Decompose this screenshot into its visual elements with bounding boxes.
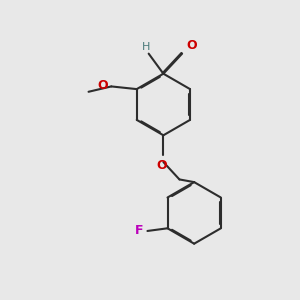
Text: F: F [135,224,143,238]
Text: O: O [186,39,197,52]
Text: O: O [98,79,108,92]
Text: H: H [142,42,150,52]
Text: O: O [157,159,167,172]
